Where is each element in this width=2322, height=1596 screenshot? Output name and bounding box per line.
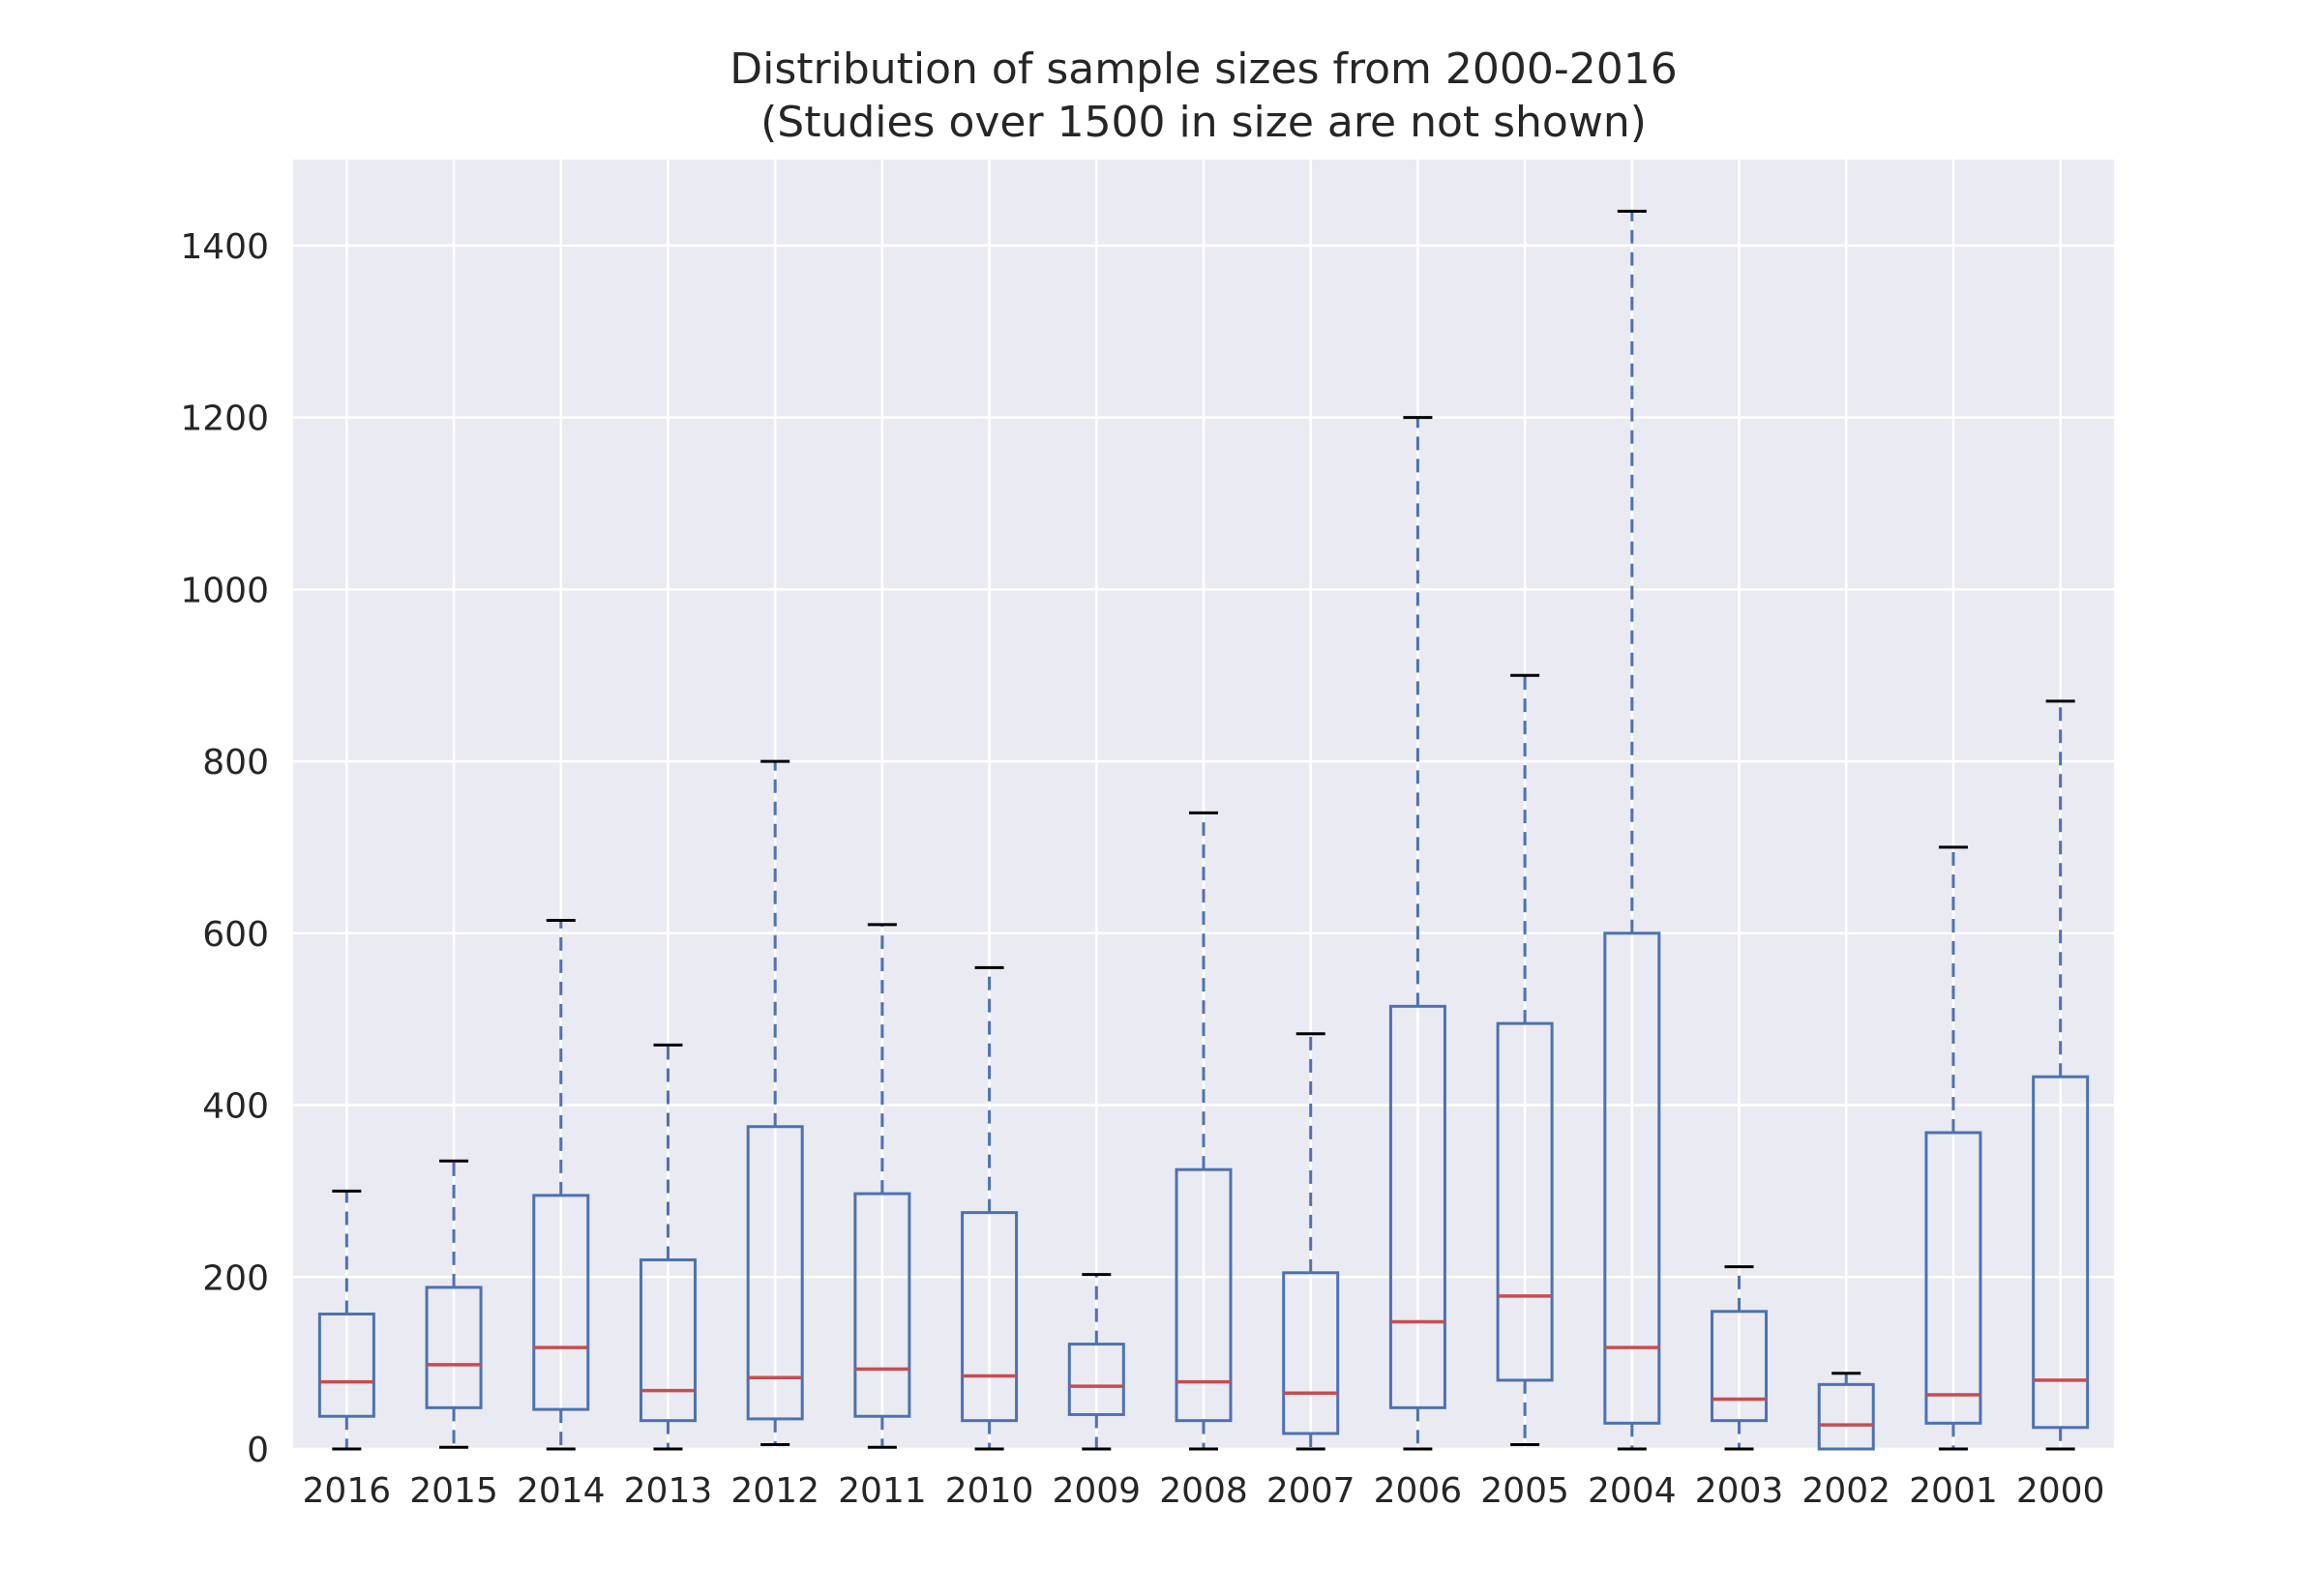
x-tick-label: 2011 [838,1471,927,1511]
y-tick-label: 800 [202,743,269,783]
box-2010 [961,965,1019,1451]
box-2002 [1817,1372,1875,1451]
box-2005 [1496,673,1554,1447]
x-tick-label: 2001 [1909,1471,1998,1511]
box-2007 [1282,1032,1340,1451]
x-tick-label: 2000 [2016,1471,2105,1511]
iqr-box [2032,1075,2090,1430]
box-2000 [2032,699,2090,1451]
iqr-box [853,1192,911,1418]
x-tick-label: 2002 [1801,1471,1890,1511]
chart-subtitle: (Studies over 1500 in size are not shown… [760,98,1647,147]
x-tick-label: 2015 [409,1471,498,1511]
x-tick-label: 2008 [1159,1471,1248,1511]
box-2011 [853,923,911,1449]
box-2015 [425,1159,483,1449]
box-2013 [639,1043,697,1451]
iqr-box [532,1194,590,1411]
x-tick-label: 2009 [1052,1471,1141,1511]
y-tick-label: 1400 [180,227,269,267]
x-tick-label: 2006 [1374,1471,1463,1511]
iqr-box [746,1125,804,1421]
box-2012 [746,759,804,1447]
y-tick-label: 1200 [180,399,269,439]
iqr-box [1175,1167,1233,1423]
x-tick-label: 2010 [945,1471,1034,1511]
x-tick-label: 2003 [1695,1471,1784,1511]
x-tick-label: 2007 [1266,1471,1355,1511]
y-tick-label: 600 [202,915,269,955]
box-2016 [317,1189,375,1451]
chart-title: Distribution of sample sizes from 2000-2… [729,44,1677,94]
box-2008 [1175,811,1233,1451]
x-tick-label: 2012 [730,1471,819,1511]
box-2003 [1711,1265,1769,1451]
box-2014 [532,918,590,1451]
y-tick-label: 200 [202,1258,269,1298]
x-tick-label: 2016 [303,1471,392,1511]
box-2009 [1067,1273,1125,1451]
iqr-box [1711,1310,1769,1423]
iqr-box [1924,1131,1982,1425]
boxes-layer [317,209,2090,1451]
iqr-box [1603,931,1661,1425]
iqr-box [317,1312,375,1418]
iqr-box [1496,1021,1554,1382]
x-tick-label: 2004 [1588,1471,1677,1511]
iqr-box [961,1211,1019,1423]
x-axis-ticks: 2016 2015 2014 2013 2012 2011 2010 2009 2008 2007… [303,1471,2105,1511]
iqr-box [425,1286,483,1409]
x-tick-label: 2005 [1480,1471,1569,1511]
x-tick-label: 2013 [624,1471,713,1511]
box-2006 [1388,416,1446,1451]
x-tick-label: 2014 [517,1471,606,1511]
iqr-box [1067,1343,1125,1416]
iqr-box [1817,1382,1875,1451]
iqr-box [1282,1271,1340,1435]
y-tick-label: 0 [247,1431,269,1470]
y-tick-label: 1000 [180,571,269,610]
iqr-box [639,1257,697,1423]
y-tick-label: 400 [202,1087,269,1127]
box-2001 [1924,845,1982,1451]
box-2004 [1603,209,1661,1451]
iqr-box [1388,1004,1446,1409]
y-axis-ticks: 0 200 400 600 800 1000 1200 1400 [180,227,269,1470]
